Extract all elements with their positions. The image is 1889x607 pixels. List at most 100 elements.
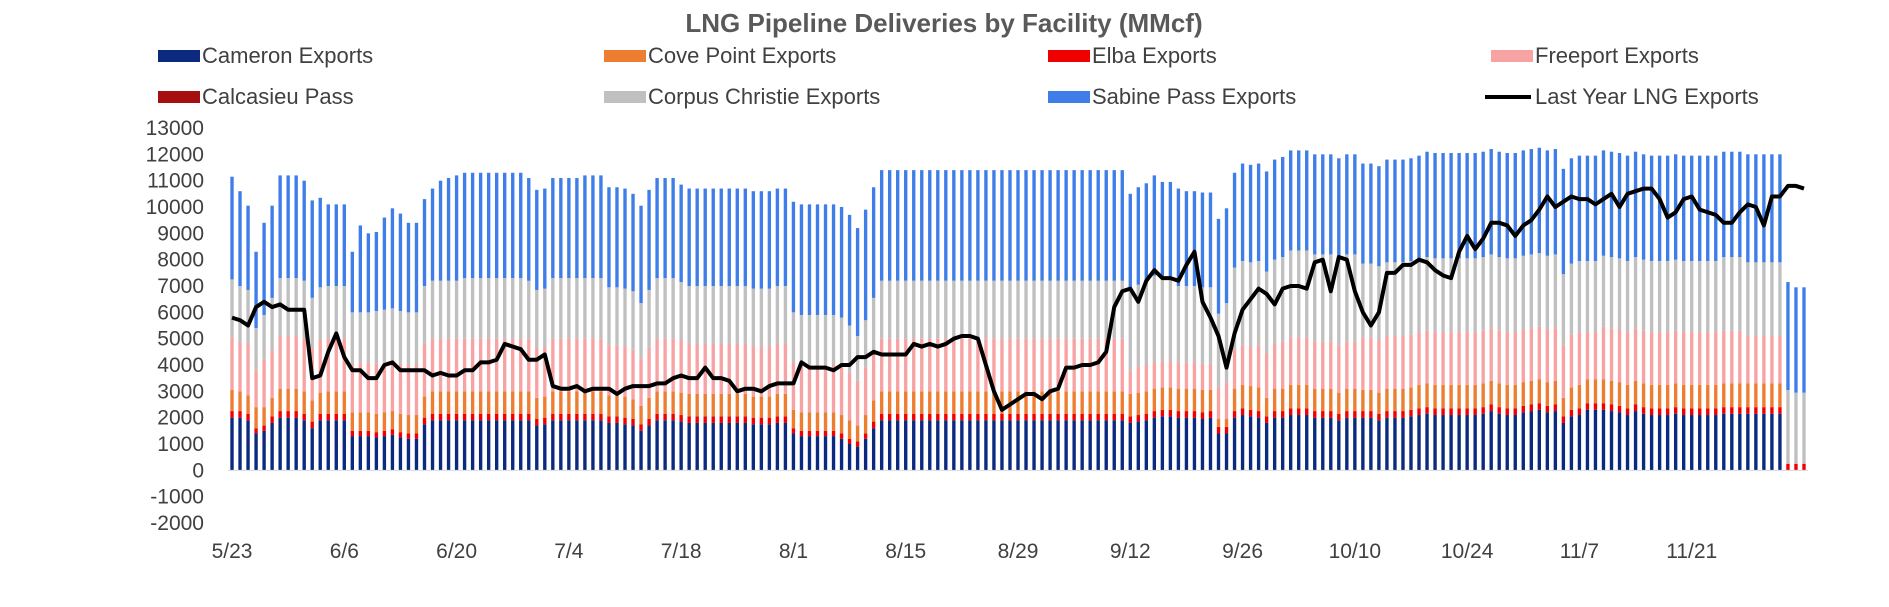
bar-freeport-exports bbox=[1353, 341, 1357, 389]
bar-elba-exports bbox=[1064, 413, 1068, 421]
bar-elba-exports bbox=[535, 418, 539, 426]
bar-cove-point-exports bbox=[238, 391, 242, 412]
bar-cameron-exports bbox=[1064, 420, 1068, 471]
bar-freeport-exports bbox=[976, 338, 980, 392]
bar-cameron-exports bbox=[1240, 415, 1245, 471]
bar-cove-point-exports bbox=[703, 393, 707, 417]
bar-cove-point-exports bbox=[503, 391, 507, 414]
bar-freeport-exports bbox=[1553, 328, 1558, 381]
bar-corpus-christie-exports bbox=[679, 282, 683, 340]
bar-sabine-pass-exports bbox=[1497, 151, 1501, 258]
bar-sabine-pass-exports bbox=[486, 172, 491, 279]
bar-elba-exports bbox=[631, 418, 635, 426]
bar-freeport-exports bbox=[952, 338, 956, 392]
bar-cove-point-exports bbox=[1377, 392, 1381, 414]
bar-freeport-exports bbox=[847, 372, 852, 421]
legend-label-last-year-lng-exports: Last Year LNG Exports bbox=[1535, 84, 1759, 109]
bar-sabine-pass-exports bbox=[671, 178, 675, 279]
bar-corpus-christie-exports bbox=[374, 311, 379, 364]
bar-sabine-pass-exports bbox=[992, 170, 996, 281]
bar-cameron-exports bbox=[807, 436, 812, 471]
bar-elba-exports bbox=[1489, 404, 1493, 412]
bar-cameron-exports bbox=[342, 420, 346, 471]
bar-corpus-christie-exports bbox=[887, 280, 892, 339]
bar-corpus-christie-exports bbox=[358, 312, 363, 363]
bar-cove-point-exports bbox=[1080, 391, 1084, 414]
bar-cameron-exports bbox=[928, 420, 932, 471]
bar-cameron-exports bbox=[823, 436, 828, 471]
bar-corpus-christie-exports bbox=[1425, 257, 1429, 331]
bar-corpus-christie-exports bbox=[976, 280, 980, 339]
bar-sabine-pass-exports bbox=[1609, 151, 1614, 258]
bar-sabine-pass-exports bbox=[1762, 154, 1766, 263]
bar-freeport-exports bbox=[896, 338, 900, 392]
bar-freeport-exports bbox=[1032, 338, 1036, 392]
bar-elba-exports bbox=[1056, 413, 1060, 421]
bar-freeport-exports bbox=[936, 338, 940, 392]
bar-freeport-exports bbox=[1609, 328, 1614, 381]
bar-corpus-christie-exports bbox=[639, 303, 643, 359]
bar-corpus-christie-exports bbox=[1521, 255, 1525, 330]
bar-corpus-christie-exports bbox=[1345, 254, 1349, 342]
bar-sabine-pass-exports bbox=[1056, 170, 1060, 281]
bar-elba-exports bbox=[390, 429, 395, 435]
bar-sabine-pass-exports bbox=[1529, 149, 1533, 255]
bar-freeport-exports bbox=[1778, 336, 1782, 384]
bar-sabine-pass-exports bbox=[1714, 155, 1718, 261]
bar-elba-exports bbox=[968, 413, 972, 421]
bar-cameron-exports bbox=[1577, 415, 1582, 471]
bar-cameron-exports bbox=[1441, 415, 1445, 471]
bar-corpus-christie-exports bbox=[1048, 280, 1052, 339]
bar-corpus-christie-exports bbox=[1385, 262, 1389, 337]
bar-cove-point-exports bbox=[1032, 391, 1036, 414]
bar-corpus-christie-exports bbox=[831, 314, 836, 365]
bar-corpus-christie-exports bbox=[839, 317, 844, 368]
bar-corpus-christie-exports bbox=[254, 328, 258, 371]
bar-elba-exports bbox=[1417, 408, 1421, 416]
bar-elba-exports bbox=[984, 413, 988, 421]
bar-sabine-pass-exports bbox=[254, 251, 258, 329]
bar-freeport-exports bbox=[815, 365, 820, 413]
bar-sabine-pass-exports bbox=[703, 188, 707, 286]
bar-cove-point-exports bbox=[1240, 384, 1245, 409]
bar-freeport-exports bbox=[904, 338, 908, 392]
bar-freeport-exports bbox=[1433, 332, 1437, 385]
bar-elba-exports bbox=[1593, 403, 1598, 410]
bar-cameron-exports bbox=[591, 420, 595, 471]
bar-cameron-exports bbox=[984, 420, 988, 471]
bar-sabine-pass-exports bbox=[406, 222, 411, 313]
bar-sabine-pass-exports bbox=[238, 191, 242, 286]
bar-cove-point-exports bbox=[551, 391, 555, 414]
bar-sabine-pass-exports bbox=[984, 170, 988, 281]
bar-corpus-christie-exports bbox=[1457, 258, 1461, 333]
legend-swatch-sabine-pass-exports bbox=[1048, 91, 1090, 103]
bar-cameron-exports bbox=[815, 436, 820, 471]
bar-freeport-exports bbox=[1144, 365, 1149, 392]
bar-cove-point-exports bbox=[1104, 391, 1108, 414]
bar-cove-point-exports bbox=[879, 391, 884, 414]
bar-sabine-pass-exports bbox=[246, 205, 250, 290]
bar-cameron-exports bbox=[1585, 409, 1590, 471]
bar-sabine-pass-exports bbox=[1393, 159, 1397, 263]
bar-elba-exports bbox=[928, 413, 932, 421]
bar-corpus-christie-exports bbox=[1064, 280, 1068, 339]
bar-cameron-exports bbox=[1200, 418, 1205, 471]
bar-freeport-exports bbox=[791, 362, 796, 410]
bar-cameron-exports bbox=[1136, 421, 1140, 471]
bar-corpus-christie-exports bbox=[1393, 262, 1397, 337]
bar-elba-exports bbox=[350, 430, 354, 437]
bar-sabine-pass-exports bbox=[1329, 154, 1333, 255]
bar-sabine-pass-exports bbox=[1786, 282, 1790, 391]
bar-cameron-exports bbox=[968, 420, 972, 471]
bar-elba-exports bbox=[454, 413, 459, 421]
bar-elba-exports bbox=[1649, 408, 1654, 416]
bar-cameron-exports bbox=[1032, 420, 1036, 471]
bar-cameron-exports bbox=[1425, 413, 1429, 471]
bar-cove-point-exports bbox=[1112, 391, 1116, 414]
bar-cove-point-exports bbox=[486, 391, 491, 414]
legend-swatch-corpus-christie-exports bbox=[604, 91, 646, 103]
bar-freeport-exports bbox=[1449, 332, 1453, 385]
bar-sabine-pass-exports bbox=[470, 172, 475, 279]
bar-corpus-christie-exports bbox=[294, 278, 298, 337]
bar-sabine-pass-exports bbox=[1136, 187, 1140, 285]
